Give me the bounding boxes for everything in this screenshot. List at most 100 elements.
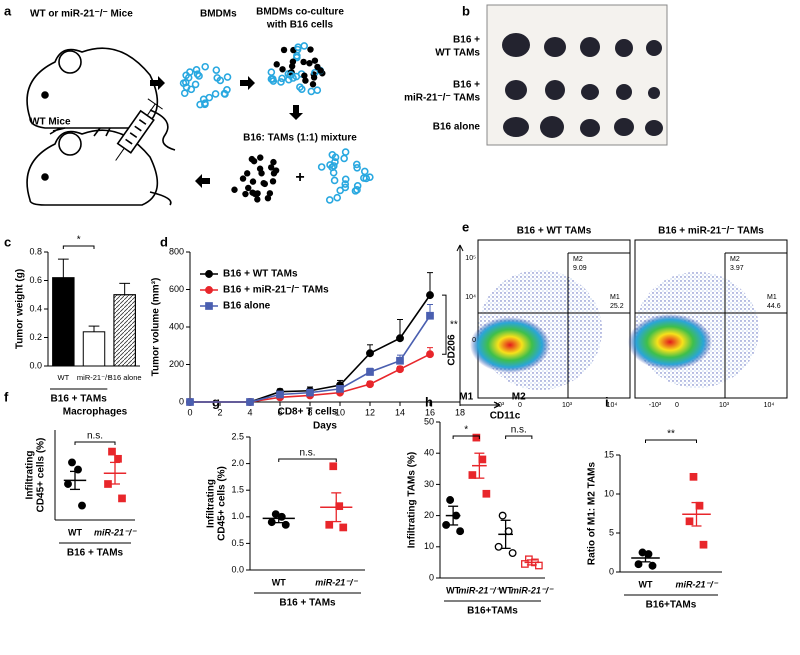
macrophage xyxy=(221,90,229,98)
y-tick-label: 0.2 xyxy=(29,332,42,342)
data-point xyxy=(472,433,481,442)
data-point xyxy=(68,458,76,467)
x-tick-label: 4 xyxy=(247,407,252,417)
tumor-cell xyxy=(254,196,261,203)
y-axis-label: CD45+ cells (%) xyxy=(36,438,47,513)
flow-x-label: CD11c xyxy=(490,411,521,422)
x-tick-label: 8 xyxy=(307,407,312,417)
macrophage xyxy=(352,160,361,169)
macrophage xyxy=(205,93,214,102)
tumor-cell xyxy=(254,190,261,197)
group-label: B16+TAMs xyxy=(467,606,518,617)
y-axis-label: Tumor volume (mm³) xyxy=(151,278,162,377)
row-label: B16 + xyxy=(453,80,480,91)
tumor-cell xyxy=(261,180,269,188)
y-tick-label: 0.8 xyxy=(29,246,42,256)
data-point xyxy=(329,462,338,471)
tumor-cell xyxy=(306,60,313,67)
schematic-label: with B16 cells xyxy=(266,20,334,31)
y-tick-label: 600 xyxy=(169,284,184,294)
macrophage xyxy=(181,78,190,87)
data-point xyxy=(695,501,704,510)
tumor-cell xyxy=(280,46,288,54)
significance-label: n.s. xyxy=(511,425,527,436)
tumor-cell xyxy=(257,154,264,161)
row-label: WT TAMs xyxy=(435,48,480,59)
mouse-paws xyxy=(49,127,111,137)
bar xyxy=(52,277,75,367)
mouse-ear xyxy=(58,132,82,156)
x-tick-label: miR-21⁻/⁻ xyxy=(458,585,501,595)
tumor-cell xyxy=(243,170,251,177)
x-tick-label: 18 xyxy=(455,407,465,417)
x-tick-label: WT xyxy=(57,373,69,382)
macrophage xyxy=(277,78,285,86)
flow-x-tick: -10³ xyxy=(649,402,662,409)
tumor-cell xyxy=(270,170,278,177)
panel-letter: d xyxy=(160,234,168,249)
macrophage xyxy=(278,74,286,83)
flow-y-tick: 0 xyxy=(472,337,476,344)
x-tick-label: miR-21⁻/⁻ xyxy=(77,373,111,382)
y-axis-label: Infiltrating xyxy=(25,451,36,500)
data-point xyxy=(685,517,694,526)
significance-label: n.s. xyxy=(299,448,315,459)
x-tick-label: 12 xyxy=(365,407,375,417)
tumor-cell xyxy=(307,46,314,53)
arrow xyxy=(150,76,165,90)
macrophage xyxy=(353,163,361,172)
tumor-cell xyxy=(309,81,317,88)
macrophage xyxy=(341,183,350,192)
x-tick-label: miR-21⁻/⁻ xyxy=(675,579,718,589)
group-label: B16 + TAMs xyxy=(67,548,124,559)
tumor-cell xyxy=(270,158,277,166)
macrophage xyxy=(186,68,194,76)
gate-name: M2 xyxy=(730,256,740,263)
tumor-cell xyxy=(289,58,297,65)
data-point xyxy=(366,368,374,376)
flow-x-tick: 10⁴ xyxy=(764,402,775,409)
tumor-cell xyxy=(310,74,318,81)
panel-letter: a xyxy=(4,3,12,18)
flow-title: B16 + miR-21⁻/⁻ TAMs xyxy=(658,226,764,237)
significance-label: ** xyxy=(450,319,458,330)
y-tick-label: 200 xyxy=(169,359,184,369)
macrophage xyxy=(341,175,350,184)
mouse-ear xyxy=(58,50,82,74)
gate-value: 9.09 xyxy=(573,265,587,272)
tumor-cell xyxy=(300,58,307,66)
gate-name: M1 xyxy=(767,294,777,301)
macrophage xyxy=(269,77,278,85)
data-point xyxy=(339,523,348,532)
data-point xyxy=(108,447,116,456)
tumors xyxy=(502,33,663,138)
data-point xyxy=(396,356,404,365)
schematic-label: WT Mice xyxy=(30,117,71,128)
group-label: B16+TAMs xyxy=(646,600,697,611)
macrophage xyxy=(294,43,302,52)
data-point xyxy=(306,388,314,397)
y-tick-label: 400 xyxy=(169,321,184,331)
macrophage xyxy=(325,196,334,204)
x-tick-label: WT xyxy=(272,577,286,587)
macrophage xyxy=(341,148,350,156)
macrophage xyxy=(191,80,200,89)
tumor-cell xyxy=(249,189,256,196)
tumor-cell xyxy=(314,63,321,71)
flow-x-tick: -10³ xyxy=(492,402,505,409)
data-point xyxy=(64,480,72,488)
gate-value: 3.97 xyxy=(730,265,744,272)
significance-bracket xyxy=(442,294,447,355)
panel-letter: e xyxy=(462,219,469,234)
legend-label: B16 + miR-21⁻/⁻ TAMs xyxy=(223,285,329,296)
arrows xyxy=(150,76,303,188)
y-axis-label: Infiltrating TAMs (%) xyxy=(407,452,418,548)
data-point xyxy=(468,471,477,479)
legend-marker xyxy=(205,270,213,278)
y-axis-label: CD45+ cells (%) xyxy=(217,466,228,541)
data-point xyxy=(478,455,487,464)
data-point xyxy=(114,454,122,463)
macrophage xyxy=(180,89,189,98)
panel-letter: c xyxy=(4,234,11,249)
